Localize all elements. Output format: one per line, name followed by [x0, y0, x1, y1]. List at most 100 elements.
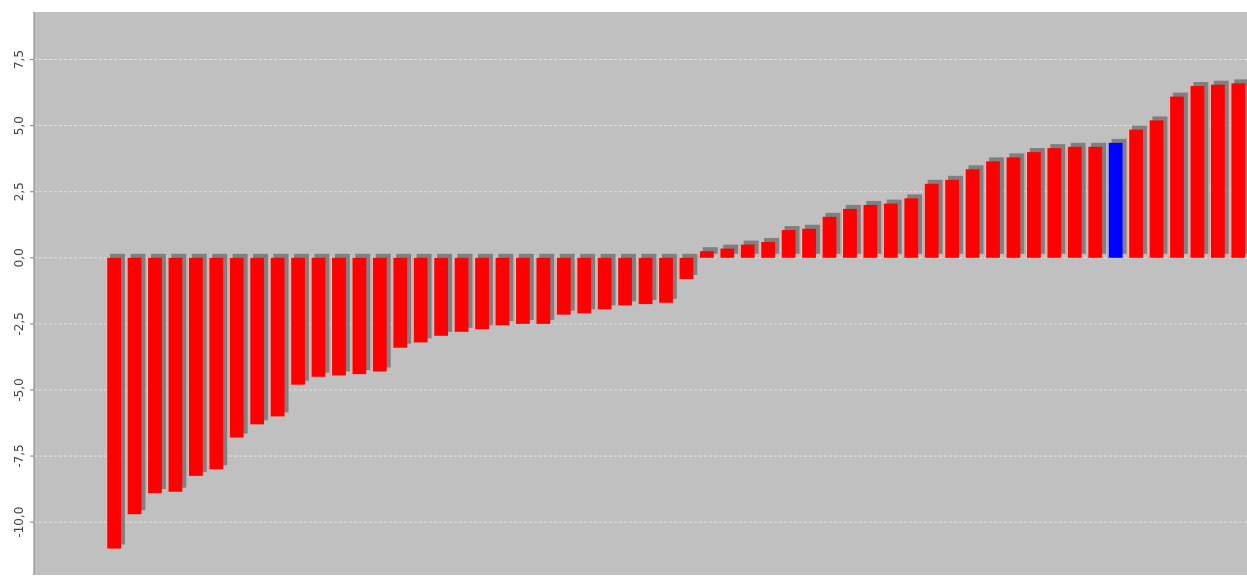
- bar-highlight-edge: [270, 258, 271, 417]
- bar: [106, 258, 121, 549]
- bar: [1128, 130, 1143, 258]
- bar: [167, 258, 182, 492]
- bar-highlight-edge: [290, 258, 291, 385]
- bar: [1087, 147, 1102, 258]
- bar-highlight-edge: [515, 258, 516, 324]
- bar-highlight-edge: [924, 184, 925, 258]
- bar-highlight-edge: [821, 217, 822, 258]
- bar: [1230, 83, 1245, 257]
- bar-highlight-edge: [351, 258, 352, 374]
- bar: [1026, 152, 1041, 258]
- bar-highlight-edge: [413, 258, 414, 343]
- y-tick-label: -7,5: [12, 444, 26, 467]
- bar: [1169, 97, 1184, 258]
- bar-highlight-edge: [1046, 148, 1047, 258]
- bar-highlight-edge: [985, 161, 986, 257]
- bar: [658, 258, 673, 303]
- bar: [842, 209, 857, 258]
- bar-highlight-edge: [1210, 85, 1211, 258]
- bar-highlight-edge: [229, 258, 230, 438]
- bar-highlight-edge: [597, 258, 598, 310]
- bar: [699, 251, 714, 258]
- bar-highlight-edge: [1005, 157, 1006, 257]
- bar-highlight-edge: [494, 258, 495, 325]
- bar: [1005, 157, 1020, 257]
- y-tick-label: 7,5: [12, 50, 26, 69]
- bar-highlight-edge: [331, 258, 332, 376]
- bar-highlight-edge: [1230, 83, 1231, 257]
- bar: [515, 258, 530, 324]
- bar-highlight-edge: [678, 258, 679, 279]
- bar-highlight-edge: [842, 209, 843, 258]
- bar: [719, 249, 734, 258]
- bar-highlight-edge: [167, 258, 168, 492]
- bar: [535, 258, 550, 324]
- bar: [351, 258, 366, 374]
- bar: [678, 258, 693, 279]
- bar: [310, 258, 325, 377]
- bar-highlight-edge: [1169, 97, 1170, 258]
- bar-highlight-edge: [126, 258, 127, 514]
- bar-highlight-edge: [903, 198, 904, 257]
- bar-highlight-edge: [1026, 152, 1027, 258]
- y-tick-label: -5,0: [12, 378, 26, 401]
- bar-highlight-edge: [310, 258, 311, 377]
- y-tick-label: 5,0: [12, 116, 26, 135]
- bar-highlight-edge: [249, 258, 250, 425]
- bar: [1046, 148, 1061, 258]
- bar: [924, 184, 939, 258]
- bar: [229, 258, 244, 438]
- bar-highlight-edge: [944, 180, 945, 258]
- bar-highlight-edge: [658, 258, 659, 303]
- bar: [270, 258, 285, 417]
- bar-highlight-edge: [106, 258, 107, 549]
- bar: [597, 258, 612, 310]
- bar: [494, 258, 509, 325]
- bar-highlight-edge: [556, 258, 557, 315]
- bar-highlight-edge: [1108, 143, 1109, 258]
- bar-highlight-edge: [781, 230, 782, 258]
- bar: [801, 229, 816, 258]
- bar-highlight-edge: [1128, 130, 1129, 258]
- bar: [556, 258, 571, 315]
- bar: [944, 180, 959, 258]
- bar: [821, 217, 836, 258]
- bar: [147, 258, 162, 493]
- bar: [188, 258, 203, 476]
- bar-highlight-edge: [1087, 147, 1088, 258]
- bar: [208, 258, 223, 469]
- bar-highlight-edge: [208, 258, 209, 469]
- bar-highlight-edge: [699, 251, 700, 258]
- bar: [576, 258, 591, 314]
- bar-highlight-edge: [862, 205, 863, 258]
- bar: [474, 258, 489, 329]
- bar-highlight-edge: [637, 258, 638, 304]
- y-tick-label: -10,0: [12, 507, 26, 538]
- bar: [862, 205, 877, 258]
- bar: [290, 258, 305, 385]
- bar: [617, 258, 632, 306]
- bar: [740, 245, 755, 258]
- bar-highlight-edge: [760, 242, 761, 258]
- bar-highlight-edge: [576, 258, 577, 314]
- bar: [985, 161, 1000, 257]
- bar-highlight-edge: [883, 204, 884, 258]
- bar-highlight-edge: [1148, 120, 1149, 257]
- y-tick-label: -2,5: [12, 312, 26, 335]
- bar: [637, 258, 652, 304]
- bar-highlight-edge: [474, 258, 475, 329]
- bar: [1210, 85, 1225, 258]
- bar: [126, 258, 141, 514]
- bar-highlight-edge: [147, 258, 148, 493]
- bar-highlight-edge: [453, 258, 454, 332]
- bar-highlight-edge: [964, 169, 965, 258]
- bar: [1189, 86, 1204, 258]
- bar-highlight-edge: [801, 229, 802, 258]
- bar-highlight-edge: [740, 245, 741, 258]
- bar: [1148, 120, 1163, 257]
- bar-highlight-edge: [1189, 86, 1190, 258]
- bar-highlight-edge: [1067, 147, 1068, 258]
- bar-highlight-edge: [719, 249, 720, 258]
